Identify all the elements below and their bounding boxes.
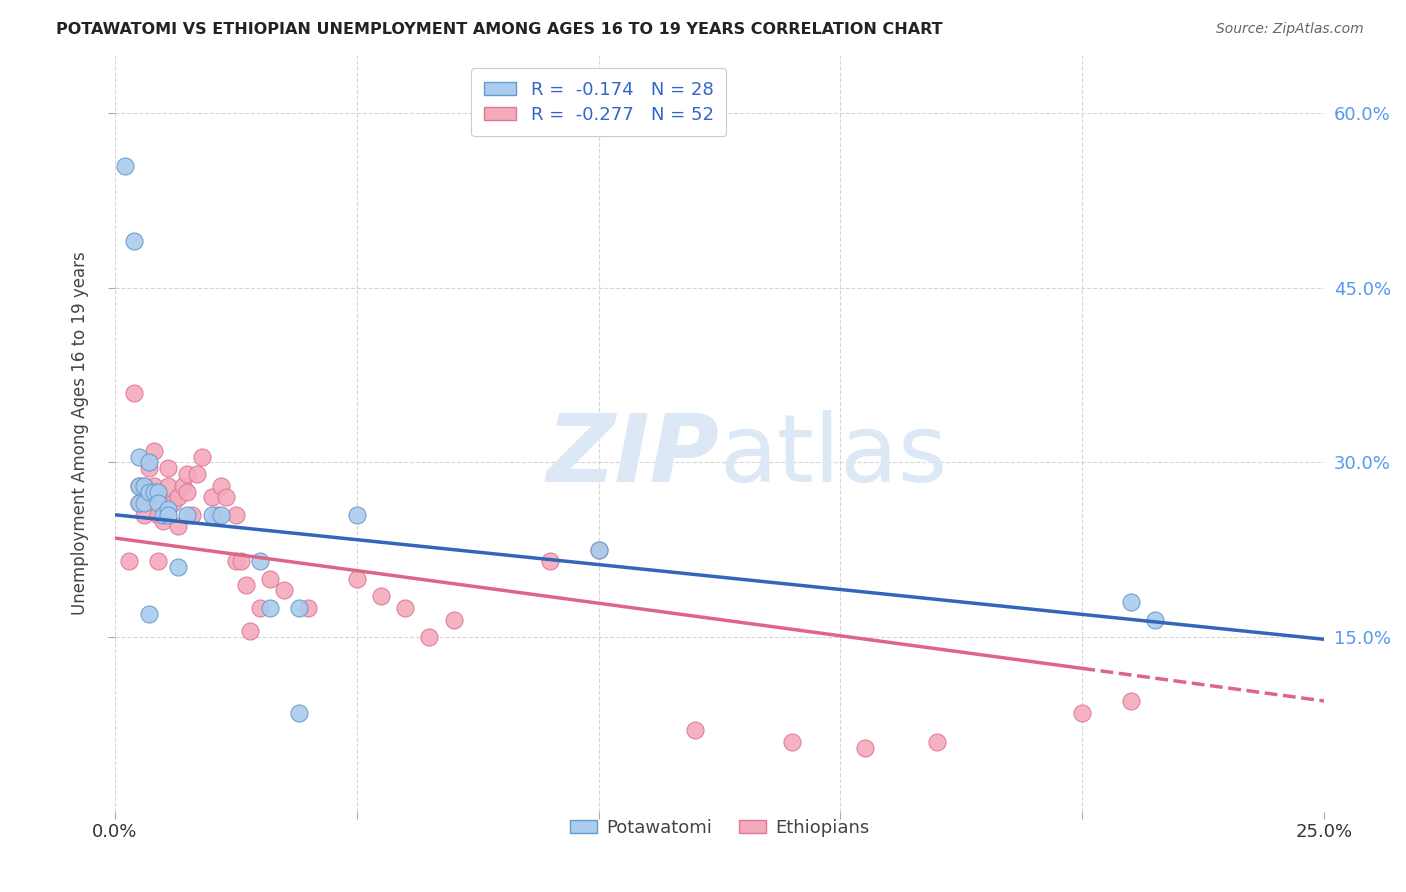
Point (418, 630, 440, 644)
Point (148, 496, 170, 510)
Point (1119, 694, 1142, 708)
Point (249, 600, 271, 615)
Point (201, 508, 224, 522)
Point (157, 508, 180, 522)
Y-axis label: Unemployment Among Ages 16 to 19 years: Unemployment Among Ages 16 to 19 years (72, 252, 89, 615)
Point (138, 607, 160, 621)
Point (157, 478, 180, 492)
Point (172, 478, 194, 492)
Point (249, 554, 271, 568)
Text: POTAWATOMI VS ETHIOPIAN UNEMPLOYMENT AMONG AGES 16 TO 19 YEARS CORRELATION CHART: POTAWATOMI VS ETHIOPIAN UNEMPLOYMENT AMO… (56, 22, 943, 37)
Point (1143, 613, 1166, 627)
Point (538, 554, 561, 568)
Point (176, 484, 198, 499)
Point (181, 508, 204, 522)
Point (588, 542, 610, 557)
Point (132, 478, 155, 492)
Point (128, 450, 150, 464)
Text: ZIP: ZIP (547, 410, 720, 502)
Point (685, 723, 707, 737)
Point (853, 740, 876, 755)
Point (259, 600, 281, 615)
Point (346, 508, 368, 522)
Point (157, 461, 180, 475)
Point (780, 734, 803, 748)
Point (138, 461, 160, 475)
Point (128, 496, 150, 510)
Point (1071, 706, 1094, 720)
Point (132, 496, 155, 510)
Point (142, 484, 165, 499)
Point (132, 508, 155, 522)
Point (138, 484, 160, 499)
Point (166, 491, 188, 505)
Point (239, 624, 262, 639)
Point (186, 467, 208, 481)
Point (138, 455, 160, 469)
Point (166, 560, 188, 574)
Point (229, 554, 252, 568)
Point (443, 613, 465, 627)
Point (124, 385, 146, 400)
Point (148, 508, 170, 522)
Point (138, 491, 160, 505)
Point (1119, 595, 1142, 609)
Point (148, 554, 170, 568)
Point (235, 577, 257, 591)
Point (157, 502, 180, 516)
Text: Source: ZipAtlas.com: Source: ZipAtlas.com (1216, 22, 1364, 37)
Point (297, 600, 319, 615)
Point (394, 600, 416, 615)
Point (225, 554, 247, 568)
Point (209, 508, 232, 522)
Point (148, 484, 170, 499)
Point (152, 508, 174, 522)
Point (152, 514, 174, 528)
Point (152, 496, 174, 510)
Point (225, 508, 247, 522)
Point (176, 508, 198, 522)
Point (128, 478, 150, 492)
Point (124, 235, 146, 249)
Point (370, 589, 392, 603)
Point (215, 491, 238, 505)
Point (205, 508, 228, 522)
Point (201, 491, 224, 505)
Point (287, 600, 309, 615)
Text: atlas: atlas (720, 410, 948, 502)
Point (132, 478, 155, 492)
Point (273, 583, 295, 598)
Point (209, 478, 232, 492)
Point (588, 542, 610, 557)
Point (191, 450, 214, 464)
Point (128, 478, 150, 492)
Point (346, 572, 368, 586)
Point (259, 572, 281, 586)
Point (166, 519, 188, 533)
Point (176, 467, 198, 481)
Point (114, 159, 136, 173)
Point (128, 496, 150, 510)
Legend: Potawatomi, Ethiopians: Potawatomi, Ethiopians (562, 812, 876, 844)
Point (927, 734, 949, 748)
Point (287, 706, 309, 720)
Point (118, 554, 141, 568)
Point (162, 496, 184, 510)
Point (148, 496, 170, 510)
Point (142, 478, 165, 492)
Point (142, 443, 165, 458)
